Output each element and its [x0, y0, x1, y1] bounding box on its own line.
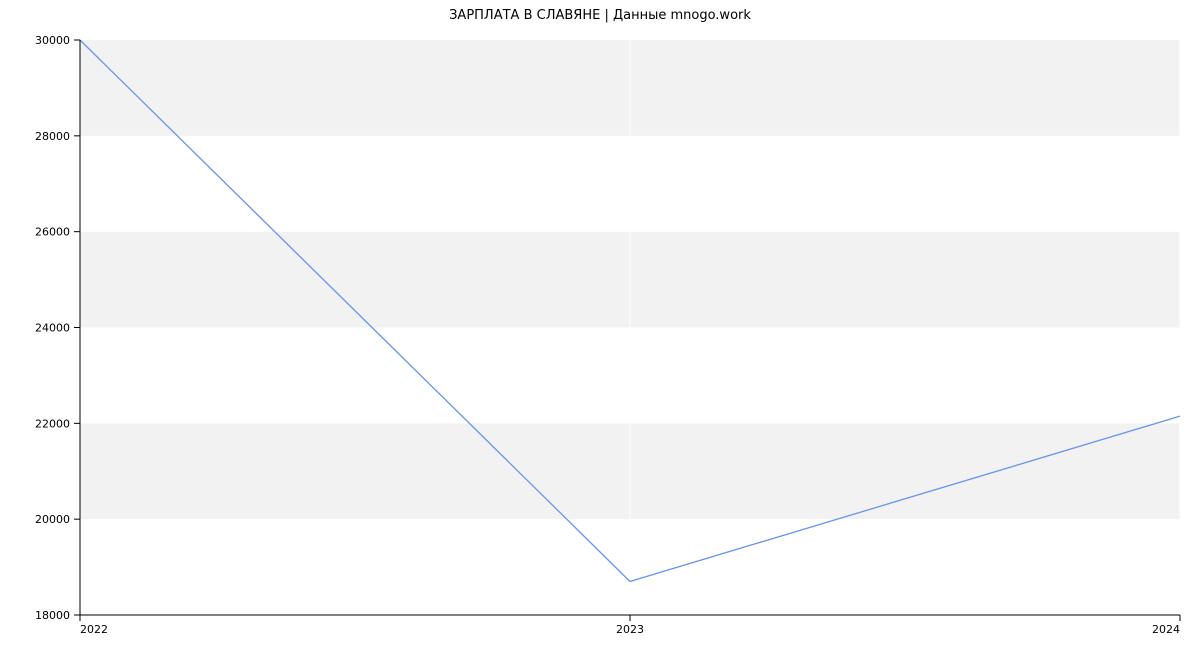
x-tick-label: 2022 [80, 623, 108, 636]
y-tick-label: 18000 [35, 609, 70, 622]
y-tick-label: 20000 [35, 513, 70, 526]
chart-svg: 18000 20000 22000 24000 26000 28000 30000 2022 2… [0, 0, 1200, 650]
y-tick-label: 28000 [35, 130, 70, 143]
chart-title: ЗАРПЛАТА В СЛАВЯНЕ | Данные mnogo.work [0, 8, 1200, 23]
y-tick-label: 30000 [35, 34, 70, 47]
y-tick-label: 22000 [35, 417, 70, 430]
x-tick-label: 2024 [1152, 623, 1180, 636]
x-tick-label: 2023 [616, 623, 644, 636]
y-tick-label: 26000 [35, 226, 70, 239]
y-tick-label: 24000 [35, 322, 70, 335]
chart-container: ЗАРПЛАТА В СЛАВЯНЕ | Данные mnogo.work 1… [0, 0, 1200, 650]
